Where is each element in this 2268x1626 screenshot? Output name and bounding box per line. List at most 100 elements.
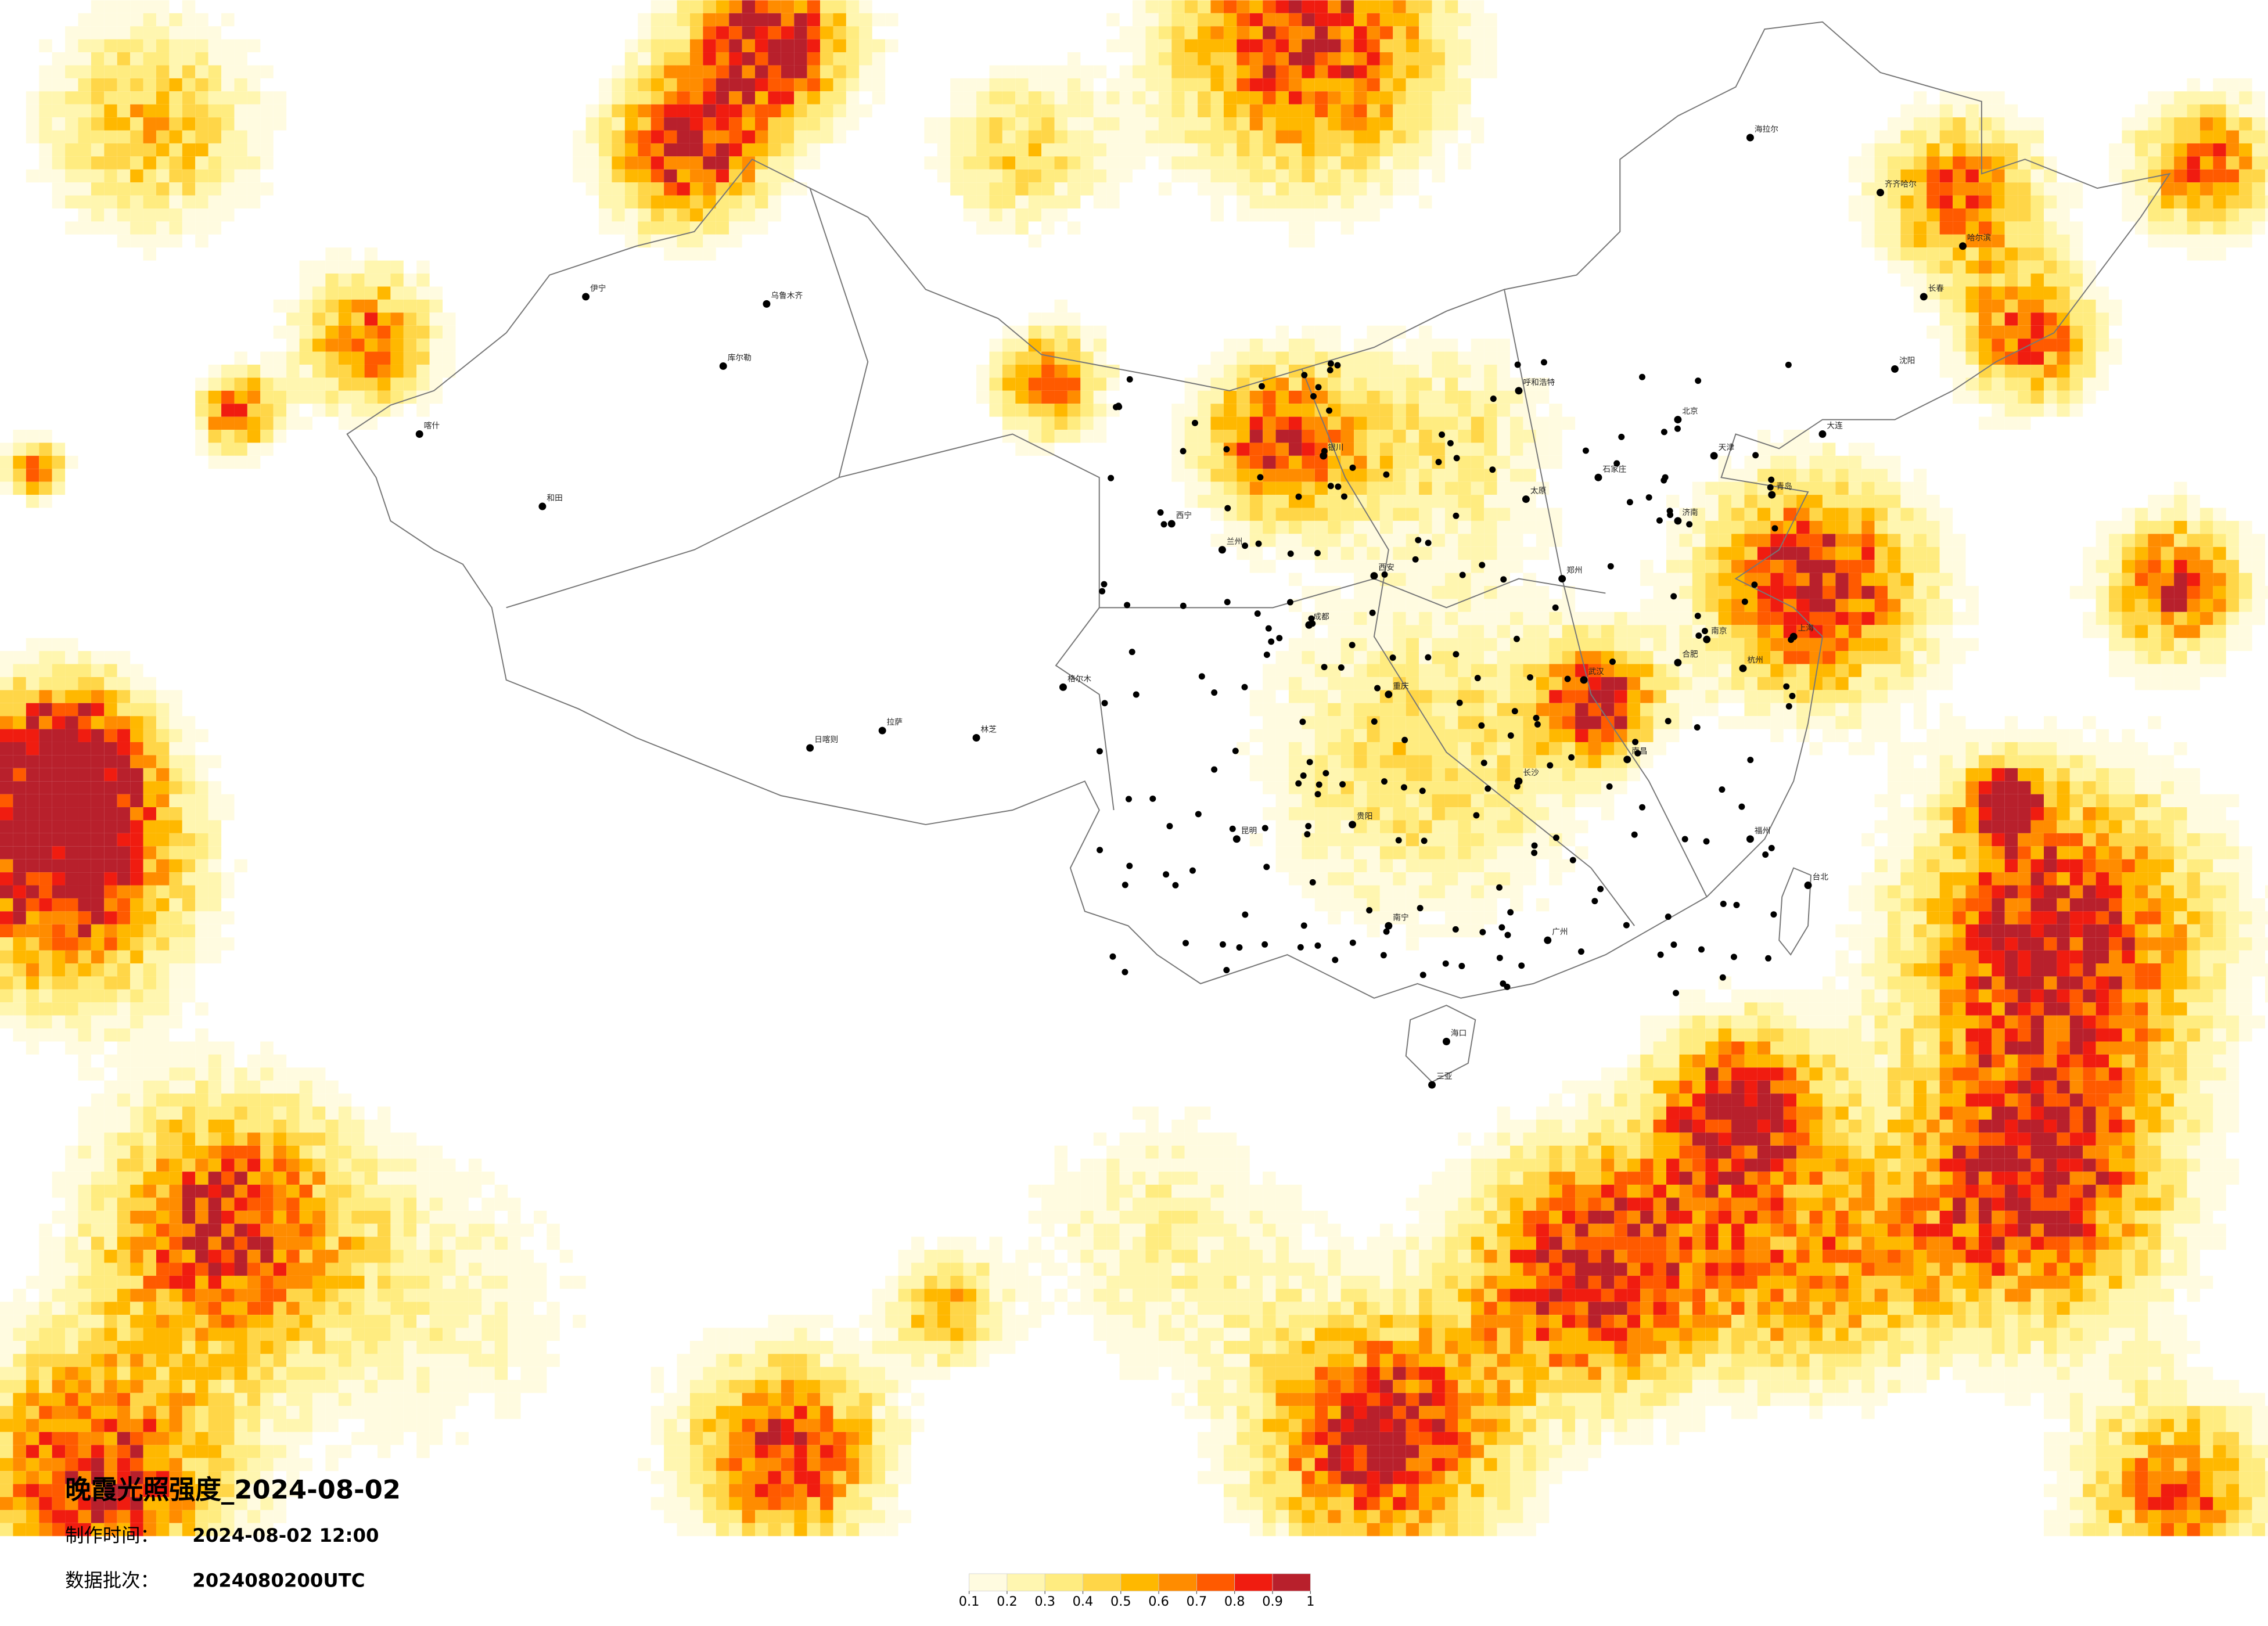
glow-cell	[2213, 898, 2226, 912]
glow-cell	[1913, 182, 1927, 196]
glow-cell	[104, 989, 117, 1003]
glow-cell	[1939, 716, 1953, 729]
glow-cell	[195, 104, 209, 118]
glow-cell	[833, 26, 846, 39]
glow-cell	[156, 755, 170, 768]
glow-cell	[2161, 117, 2174, 131]
glow-cell	[1510, 885, 1523, 898]
glow-cell	[1054, 91, 1067, 105]
glow-cell	[1067, 221, 1081, 235]
glow-cell	[989, 351, 1002, 365]
glow-cell	[1536, 638, 1550, 652]
glow-cell	[1978, 742, 1992, 756]
glow-cell	[794, 130, 807, 143]
glow-cell	[208, 169, 222, 183]
glow-cell	[143, 247, 156, 261]
glow-cell	[78, 1015, 91, 1029]
glow-cell	[1314, 169, 1328, 183]
glow-cell	[143, 729, 156, 742]
glow-cell	[1744, 625, 1757, 638]
glow-cell	[182, 781, 196, 794]
glow-cell	[650, 104, 664, 118]
glow-cell	[1393, 91, 1406, 105]
glow-cell	[703, 130, 716, 143]
glow-cell	[2174, 117, 2187, 131]
glow-cell	[1861, 573, 1875, 587]
glow-cell	[1288, 481, 1302, 495]
glow-cell	[338, 247, 352, 261]
glow-cell	[1874, 469, 1888, 482]
glow-cell	[1302, 703, 1315, 717]
glow-cell	[1913, 872, 1927, 886]
glow-cell	[638, 39, 651, 53]
glow-cell	[1263, 807, 1276, 821]
glow-cell	[1002, 65, 1016, 78]
glow-cell	[664, 104, 677, 118]
glow-cell	[2083, 885, 2096, 898]
glow-cell	[1444, 117, 1458, 131]
glow-cell	[1744, 495, 1757, 508]
glow-cell	[703, 117, 716, 131]
glow-cell	[1953, 560, 1966, 573]
glow-cell	[1731, 651, 1745, 664]
glow-cell	[1471, 638, 1485, 652]
glow-cell	[1171, 404, 1185, 417]
glow-cell	[807, 65, 821, 78]
glow-cell	[312, 364, 326, 378]
glow-cell	[1965, 794, 1979, 808]
glow-cell	[1562, 729, 1576, 742]
glow-cell	[781, 156, 795, 170]
glow-cell	[1888, 260, 1901, 274]
glow-cell	[1536, 768, 1550, 782]
glow-cell	[1640, 664, 1654, 677]
glow-cell	[1288, 117, 1302, 131]
glow-cell	[1992, 247, 2005, 261]
glow-cell	[1249, 195, 1263, 208]
glow-cell	[1913, 924, 1927, 938]
glow-cell	[1275, 820, 1289, 833]
glow-cell	[2174, 846, 2187, 859]
glow-cell	[1210, 39, 1224, 53]
glow-cell	[1432, 846, 1445, 859]
glow-cell	[1249, 455, 1263, 469]
glow-cell	[1523, 586, 1536, 599]
glow-cell	[1314, 195, 1328, 208]
glow-cell	[221, 404, 235, 417]
glow-cell	[1458, 52, 1471, 66]
glow-cell	[1314, 430, 1328, 443]
glow-cell	[1249, 0, 1263, 13]
glow-cell	[1900, 599, 1914, 612]
glow-cell	[1198, 364, 1211, 378]
glow-cell	[846, 91, 860, 105]
glow-cell	[1444, 807, 1458, 821]
glow-cell	[1666, 560, 1680, 573]
glow-cell	[182, 807, 196, 821]
glow-cell	[689, 0, 703, 13]
glow-cell	[1965, 117, 1979, 131]
glow-cell	[130, 755, 143, 768]
glow-cell	[416, 351, 430, 365]
glow-cell	[169, 156, 182, 170]
glow-cell	[664, 143, 677, 157]
glow-cell	[39, 1015, 52, 1029]
glow-cell	[1314, 586, 1328, 599]
glow-cell	[1809, 546, 1823, 560]
glow-cell	[1497, 703, 1511, 717]
glow-cell	[1562, 625, 1576, 638]
glow-cell	[1210, 130, 1224, 143]
glow-cell	[1888, 872, 1901, 886]
glow-cell	[937, 117, 951, 131]
glow-cell	[1444, 364, 1458, 378]
glow-cell	[1406, 768, 1419, 782]
glow-cell	[1067, 169, 1081, 183]
glow-cell	[638, 195, 651, 208]
glow-cell	[1119, 65, 1133, 78]
glow-cell	[91, 950, 105, 964]
glow-cell	[624, 234, 638, 248]
glow-cell	[1900, 924, 1914, 938]
glow-cell	[195, 78, 209, 92]
glow-cell	[1419, 130, 1432, 143]
glow-cell	[221, 78, 235, 92]
glow-cell	[1432, 573, 1445, 587]
glow-cell	[1770, 651, 1784, 664]
